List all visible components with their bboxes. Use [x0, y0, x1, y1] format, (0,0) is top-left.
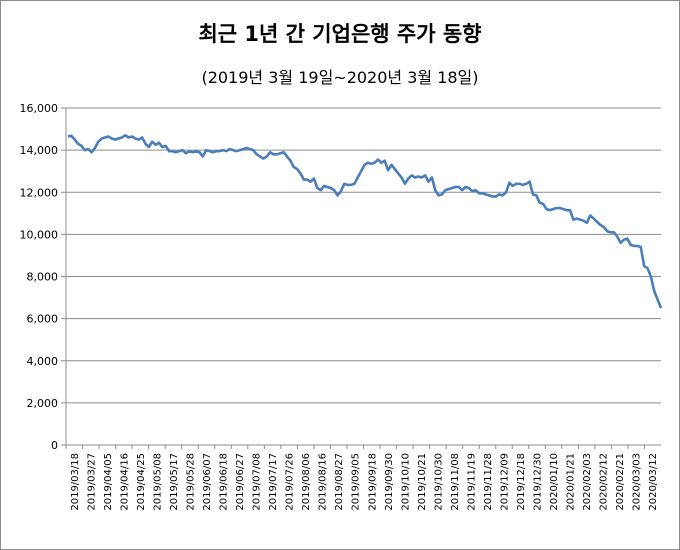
x-tick-label: 2019/11/08	[450, 453, 461, 511]
y-tick-label: 14,000	[20, 144, 59, 157]
y-axis-ticks: 0 2,000 4,000 6,000 8,000 10,000 12,000 14,000 1…	[20, 102, 66, 452]
x-tick-label: 2019/08/27	[334, 453, 345, 511]
x-tick-label: 2019/03/27	[86, 453, 97, 511]
x-tick-label: 2020/03/12	[648, 453, 659, 511]
x-tick-label: 2020/01/21	[566, 453, 577, 511]
y-tick-label: 0	[51, 439, 58, 452]
x-tick-label: 2019/12/30	[533, 453, 544, 511]
x-tick-label: 2019/09/30	[384, 453, 395, 511]
x-tick-label: 2020/03/03	[632, 453, 643, 511]
chart-title: 최근 1년 간 기업은행 주가 동향	[198, 22, 482, 46]
x-tick-label: 2019/09/18	[367, 453, 378, 511]
x-tick-label: 2019/11/19	[466, 453, 477, 511]
x-tick-label: 2019/05/08	[152, 453, 163, 511]
series-line	[67, 134, 663, 309]
x-tick-label: 2020/02/12	[599, 453, 610, 511]
x-tick-label: 2019/08/16	[318, 453, 329, 511]
x-tick-label: 2019/10/30	[433, 453, 444, 511]
x-tick-label: 2020/01/10	[549, 453, 560, 511]
x-tick-label: 2019/04/05	[103, 453, 114, 511]
x-tick-label: 2019/07/17	[268, 453, 279, 511]
x-tick-label: 2019/04/25	[136, 453, 147, 511]
chart-subtitle: (2019년 3월 19일~2020년 3월 18일)	[201, 68, 479, 87]
x-tick-label: 2019/12/18	[516, 453, 527, 511]
x-tick-label: 2019/08/06	[301, 453, 312, 511]
y-tick-label: 10,000	[20, 228, 59, 241]
x-tick-label: 2019/03/18	[70, 453, 81, 511]
y-tick-label: 6,000	[27, 313, 59, 326]
x-tick-label: 2019/04/16	[119, 453, 130, 511]
x-tick-label: 2020/02/21	[615, 453, 626, 511]
x-tick-label: 2019/05/28	[185, 453, 196, 511]
series-layer	[67, 134, 663, 309]
x-tick-label: 2019/10/21	[417, 453, 428, 511]
axes	[65, 108, 661, 446]
x-tick-label: 2019/05/17	[169, 453, 180, 511]
y-tick-label: 8,000	[27, 271, 59, 284]
x-tick-label: 2019/09/05	[351, 453, 362, 511]
x-tick-label: 2019/07/26	[285, 453, 296, 511]
grid-lines	[66, 107, 661, 446]
x-tick-label: 2019/12/09	[499, 453, 510, 511]
y-tick-label: 2,000	[27, 397, 59, 410]
x-tick-label: 2019/06/18	[219, 453, 230, 511]
x-tick-label: 2019/07/08	[252, 453, 263, 511]
x-axis-ticks: 2019/03/18 2019/03/27 2019/04/05 2019/04/16…	[65, 445, 659, 511]
x-tick-label: 2020/02/03	[582, 453, 593, 511]
y-tick-label: 12,000	[20, 186, 59, 199]
y-tick-label: 16,000	[20, 102, 59, 115]
x-tick-label: 2019/06/27	[235, 453, 246, 511]
x-tick-label: 2019/11/28	[483, 453, 494, 511]
x-tick-label: 2019/06/07	[202, 453, 213, 511]
y-tick-label: 4,000	[27, 355, 59, 368]
x-tick-label: 2019/10/10	[400, 453, 411, 511]
